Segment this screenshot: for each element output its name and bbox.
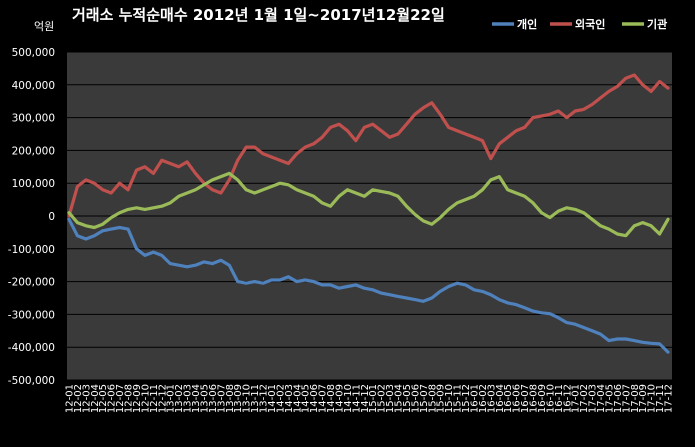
x-tick-label: 17-09: [638, 384, 649, 413]
y-tick-label: -500,000: [8, 375, 55, 387]
x-tick-label: 17-10: [647, 384, 658, 413]
x-tick-label: 14-01: [267, 384, 278, 413]
x-tick-label: 13-05: [199, 384, 210, 413]
x-tick-label: 14-05: [301, 384, 312, 413]
x-tick-label: 14-09: [334, 384, 345, 413]
x-tick-label: 15-03: [385, 384, 396, 413]
x-tick-label: 12-05: [98, 384, 109, 413]
y-axis-label: 억원: [34, 20, 54, 33]
x-tick-label: 17-07: [621, 384, 632, 413]
x-tick-label: 16-09: [537, 384, 548, 413]
x-tick-label: 17-03: [588, 384, 599, 413]
x-tick-label: 12-10: [140, 384, 151, 413]
x-tick-label: 15-05: [402, 384, 413, 413]
x-tick-label: 15-07: [419, 384, 430, 413]
y-tick-label: -400,000: [8, 342, 55, 354]
x-tick-label: 13-10: [242, 384, 253, 413]
y-tick-label: -300,000: [8, 309, 55, 321]
x-tick-label: 12-02: [73, 384, 84, 413]
x-tick-label: 17-08: [630, 384, 641, 413]
x-tick-label: 13-06: [208, 384, 219, 413]
x-tick-label: 14-07: [318, 384, 329, 413]
x-tick-label: 15-08: [427, 384, 438, 413]
x-tick-label: 15-02: [377, 384, 388, 413]
x-tick-label: 14-02: [275, 384, 286, 413]
x-tick-label: 17-01: [571, 384, 582, 413]
y-tick-label: -100,000: [8, 244, 55, 256]
x-tick-label: 17-12: [664, 384, 675, 413]
y-tick-label: 300,000: [12, 113, 55, 125]
x-tick-label: 13-07: [216, 384, 227, 413]
x-tick-label: 13-03: [183, 384, 194, 413]
x-tick-label: 12-03: [81, 384, 92, 413]
x-tick-label: 16-08: [529, 384, 540, 413]
x-tick-label: 15-09: [436, 384, 447, 413]
legend-label: 외국인: [575, 17, 605, 31]
x-tick-label: 13-08: [225, 384, 236, 413]
x-tick-label: 17-11: [655, 384, 666, 413]
y-tick-label: 200,000: [12, 145, 55, 157]
x-tick-label: 13-12: [259, 384, 270, 413]
x-tick-label: 12-04: [90, 384, 101, 413]
y-tick-label: 0: [48, 211, 55, 223]
series-lines: [67, 73, 670, 354]
x-tick-label: 12-08: [124, 384, 135, 413]
y-tick-label: 400,000: [12, 80, 55, 92]
y-tick-label: -200,000: [8, 277, 55, 289]
x-tick-label: 13-01: [166, 384, 177, 413]
legend-label: 개인: [517, 17, 537, 31]
y-tick-label: 500,000: [12, 47, 55, 59]
x-tick-label: 12-09: [132, 384, 143, 413]
x-tick-label: 12-11: [149, 384, 160, 413]
x-tick-label: 17-05: [604, 384, 615, 413]
x-tick-label: 15-01: [368, 384, 379, 413]
x-tick-label: 16-06: [512, 384, 523, 413]
x-tick-label: 14-04: [292, 384, 303, 413]
x-tick-label: 16-01: [469, 384, 480, 413]
x-tick-label: 12-06: [107, 384, 118, 413]
x-tick-label: 13-04: [191, 384, 202, 413]
x-axis-ticks: 12-0112-0212-0312-0412-0512-0612-0712-08…: [65, 384, 675, 413]
x-tick-label: 15-04: [394, 384, 405, 413]
series-line: [67, 217, 670, 354]
x-tick-label: 15-11: [453, 384, 464, 413]
x-tick-label: 16-03: [486, 384, 497, 413]
x-tick-label: 12-12: [157, 384, 168, 413]
grid-lines: [67, 51, 672, 381]
x-tick-label: 15-06: [410, 384, 421, 413]
x-tick-label: 13-09: [233, 384, 244, 413]
x-tick-label: 12-07: [115, 384, 126, 413]
x-tick-label: 13-11: [250, 384, 261, 413]
x-tick-label: 14-10: [343, 384, 354, 413]
x-tick-label: 14-08: [326, 384, 337, 413]
x-tick-label: 15-12: [461, 384, 472, 413]
x-tick-label: 16-07: [520, 384, 531, 413]
x-tick-label: 17-04: [596, 384, 607, 413]
x-tick-label: 16-02: [478, 384, 489, 413]
y-tick-label: 100,000: [12, 178, 55, 190]
x-tick-label: 14-03: [284, 384, 295, 413]
y-axis-ticks: 500,000 400,000 300,000 200,000 100,000 0 -100…: [8, 47, 55, 387]
x-tick-label: 13-02: [174, 384, 185, 413]
x-tick-label: 16-05: [503, 384, 514, 413]
x-tick-label: 16-11: [554, 384, 565, 413]
x-tick-label: 12-01: [65, 384, 76, 413]
x-tick-label: 14-06: [309, 384, 320, 413]
x-tick-label: 16-04: [495, 384, 506, 413]
x-tick-label: 15-10: [444, 384, 455, 413]
series-line: [67, 73, 670, 218]
x-tick-label: 16-10: [545, 384, 556, 413]
x-tick-label: 17-02: [579, 384, 590, 413]
x-tick-label: 14-12: [360, 384, 371, 413]
x-tick-label: 16-12: [562, 384, 573, 413]
x-tick-label: 17-06: [613, 384, 624, 413]
chart-title: 거래소 누적순매수 2012년 1월 1일~2017년12월22일: [72, 6, 445, 24]
legend: 개인 외국인 기관: [492, 17, 667, 31]
legend-label: 기관: [647, 17, 667, 31]
series-line: [67, 171, 670, 238]
x-tick-label: 14-11: [351, 384, 362, 413]
